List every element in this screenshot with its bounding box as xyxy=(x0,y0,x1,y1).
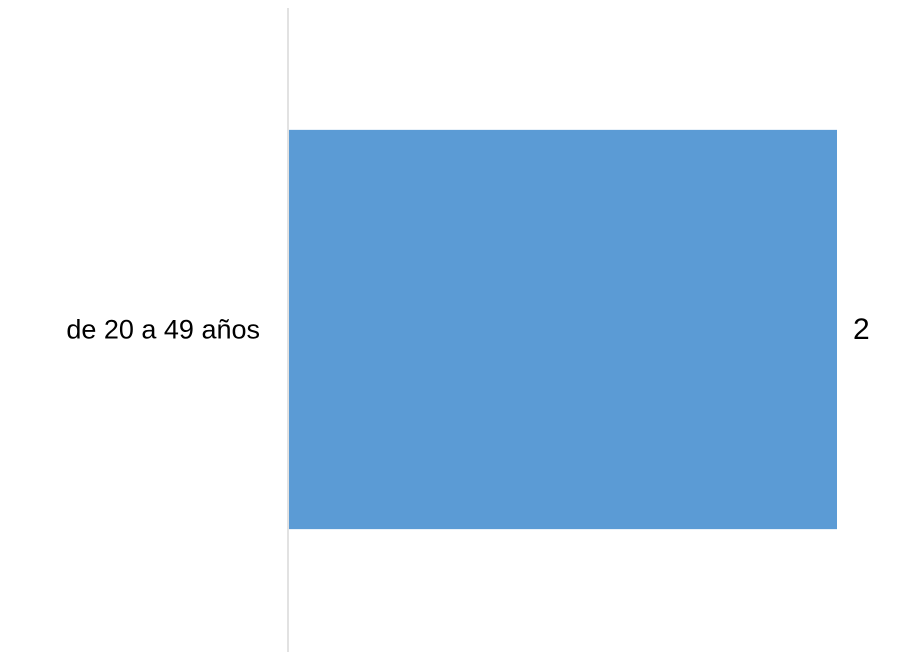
bar-0 xyxy=(289,129,837,530)
category-label-0: de 20 a 49 años xyxy=(66,315,260,345)
bars-group xyxy=(289,129,837,530)
labels-group: de 20 a 49 años 2 xyxy=(66,313,869,346)
data-label-0: 2 xyxy=(853,313,870,346)
